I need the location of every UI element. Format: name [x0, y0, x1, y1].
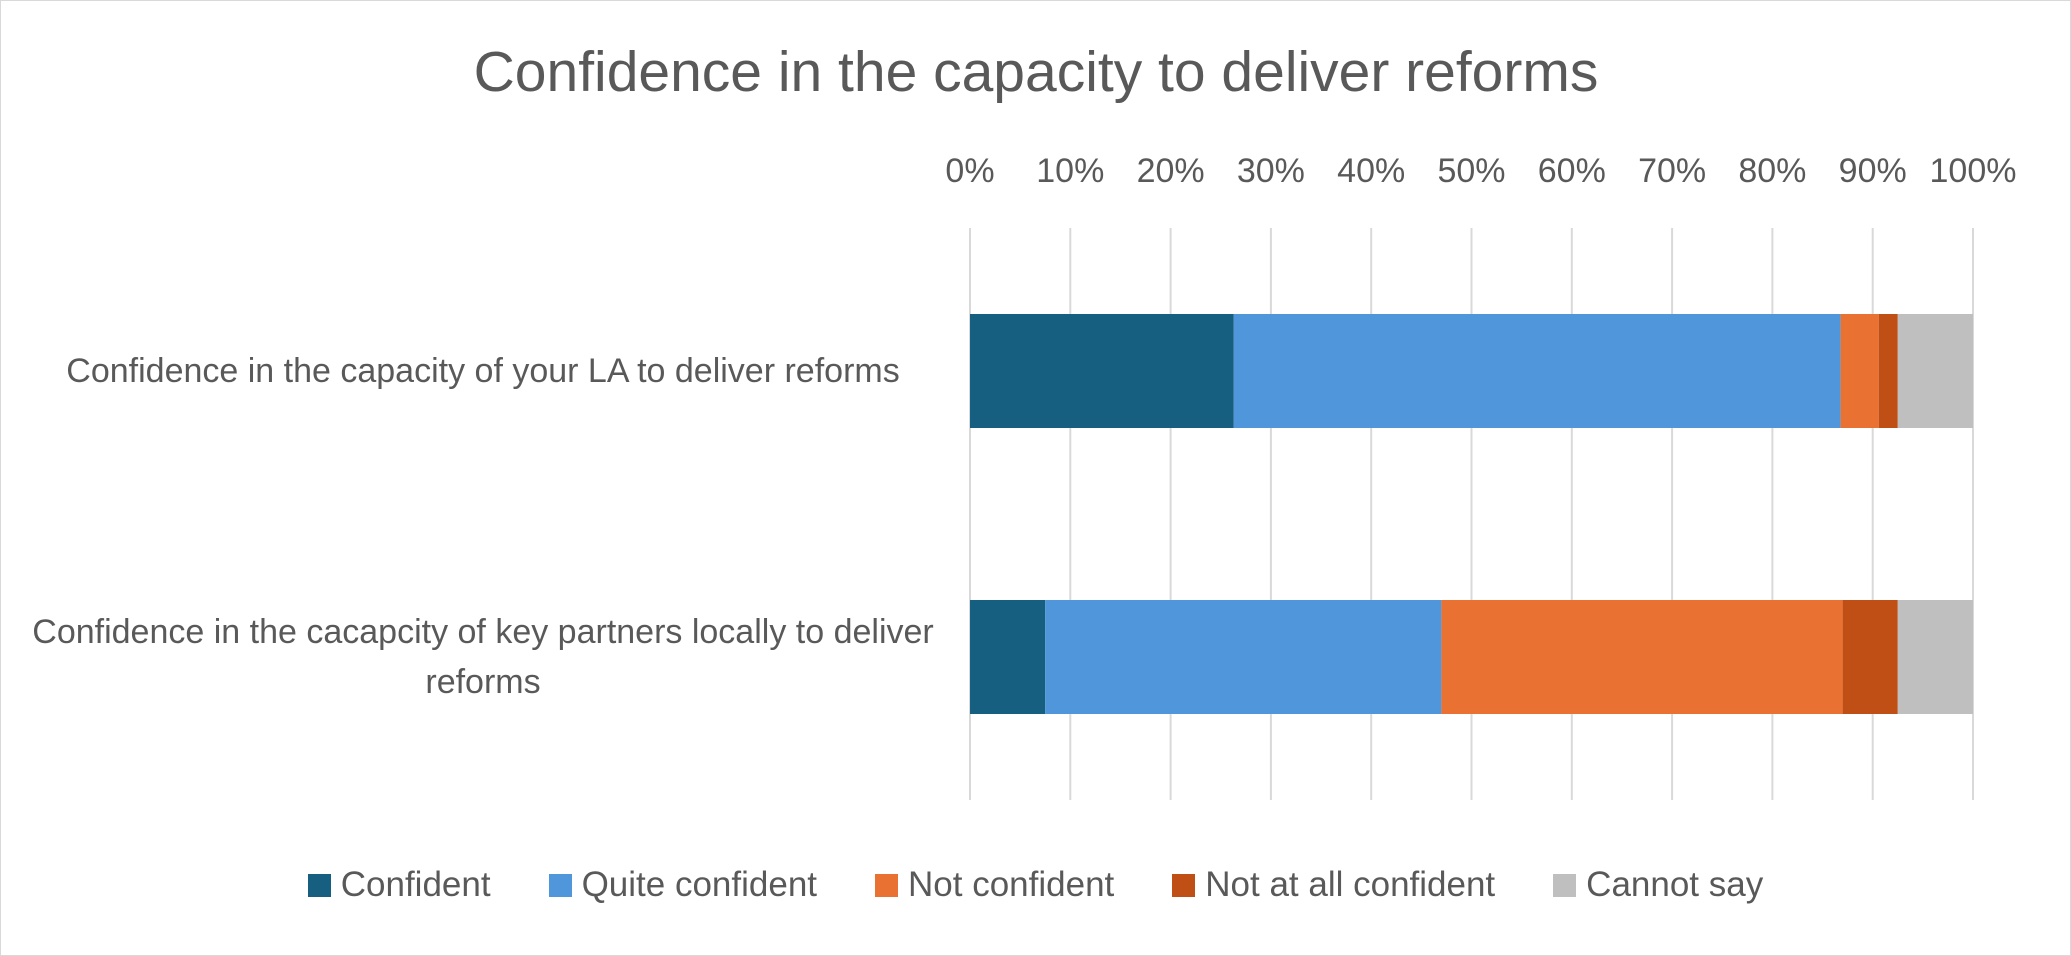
- bar-segment: [1233, 314, 1841, 428]
- bar-segment: [970, 600, 1046, 714]
- x-tick-label: 70%: [1638, 152, 1706, 190]
- legend-label: Cannot say: [1586, 865, 1764, 904]
- bar-segment: [970, 314, 1234, 428]
- x-tick-label: 10%: [1036, 152, 1104, 190]
- y-tick-label: Confidence in the cacapcity of key partn…: [32, 613, 934, 701]
- legend-swatch: [1172, 873, 1196, 897]
- bar-segment: [1842, 600, 1898, 714]
- legend-swatch: [307, 873, 331, 897]
- legend-item: Not at all confident: [1172, 865, 1495, 905]
- bar-segment: [1441, 600, 1843, 714]
- bar-segment: [1840, 314, 1879, 428]
- legend-item: Cannot say: [1553, 865, 1763, 905]
- chart-title: Confidence in the capacity to deliver re…: [474, 40, 1599, 104]
- y-tick-label: Confidence in the capacity of your LA to…: [66, 352, 900, 390]
- x-tick-label: 90%: [1839, 152, 1907, 190]
- x-tick-label: 40%: [1337, 152, 1405, 190]
- legend-swatch: [548, 873, 572, 897]
- x-tick-label: 60%: [1538, 152, 1606, 190]
- bar-segment: [1897, 600, 1973, 714]
- legend-label: Not at all confident: [1205, 865, 1496, 904]
- x-tick-label: 20%: [1137, 152, 1205, 190]
- legend-label: Confident: [340, 865, 491, 904]
- legend-item: Not confident: [875, 865, 1114, 905]
- legend-label: Not confident: [908, 865, 1115, 904]
- legend-item: Confident: [307, 865, 491, 905]
- x-tick-label: 80%: [1738, 152, 1806, 190]
- legend-swatch: [1553, 873, 1577, 897]
- x-tick-label: 50%: [1437, 152, 1505, 190]
- x-tick-label: 30%: [1237, 152, 1305, 190]
- x-tick-label: 100%: [1930, 152, 2017, 190]
- legend-swatch: [875, 873, 899, 897]
- legend-item: Quite confident: [548, 865, 818, 905]
- x-tick-label: 0%: [945, 152, 994, 190]
- bar-segment: [1045, 600, 1442, 714]
- legend-label: Quite confident: [581, 865, 818, 904]
- legend: Confident Quite confident Not confident Not…: [1, 865, 2070, 905]
- bar-segment: [1878, 314, 1898, 428]
- bar-segment: [1897, 314, 1973, 428]
